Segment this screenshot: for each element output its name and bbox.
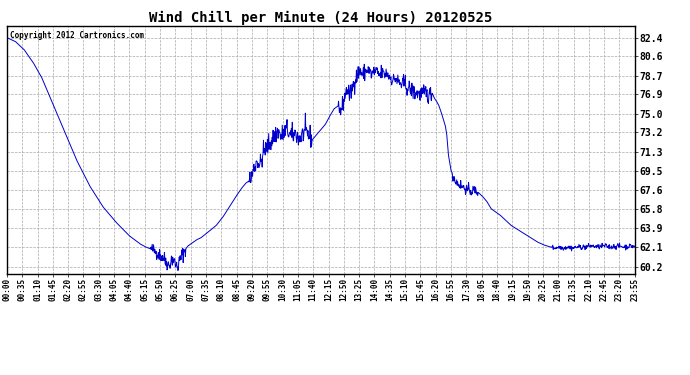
Text: Copyright 2012 Cartronics.com: Copyright 2012 Cartronics.com bbox=[10, 31, 144, 40]
Title: Wind Chill per Minute (24 Hours) 20120525: Wind Chill per Minute (24 Hours) 2012052… bbox=[149, 11, 493, 25]
